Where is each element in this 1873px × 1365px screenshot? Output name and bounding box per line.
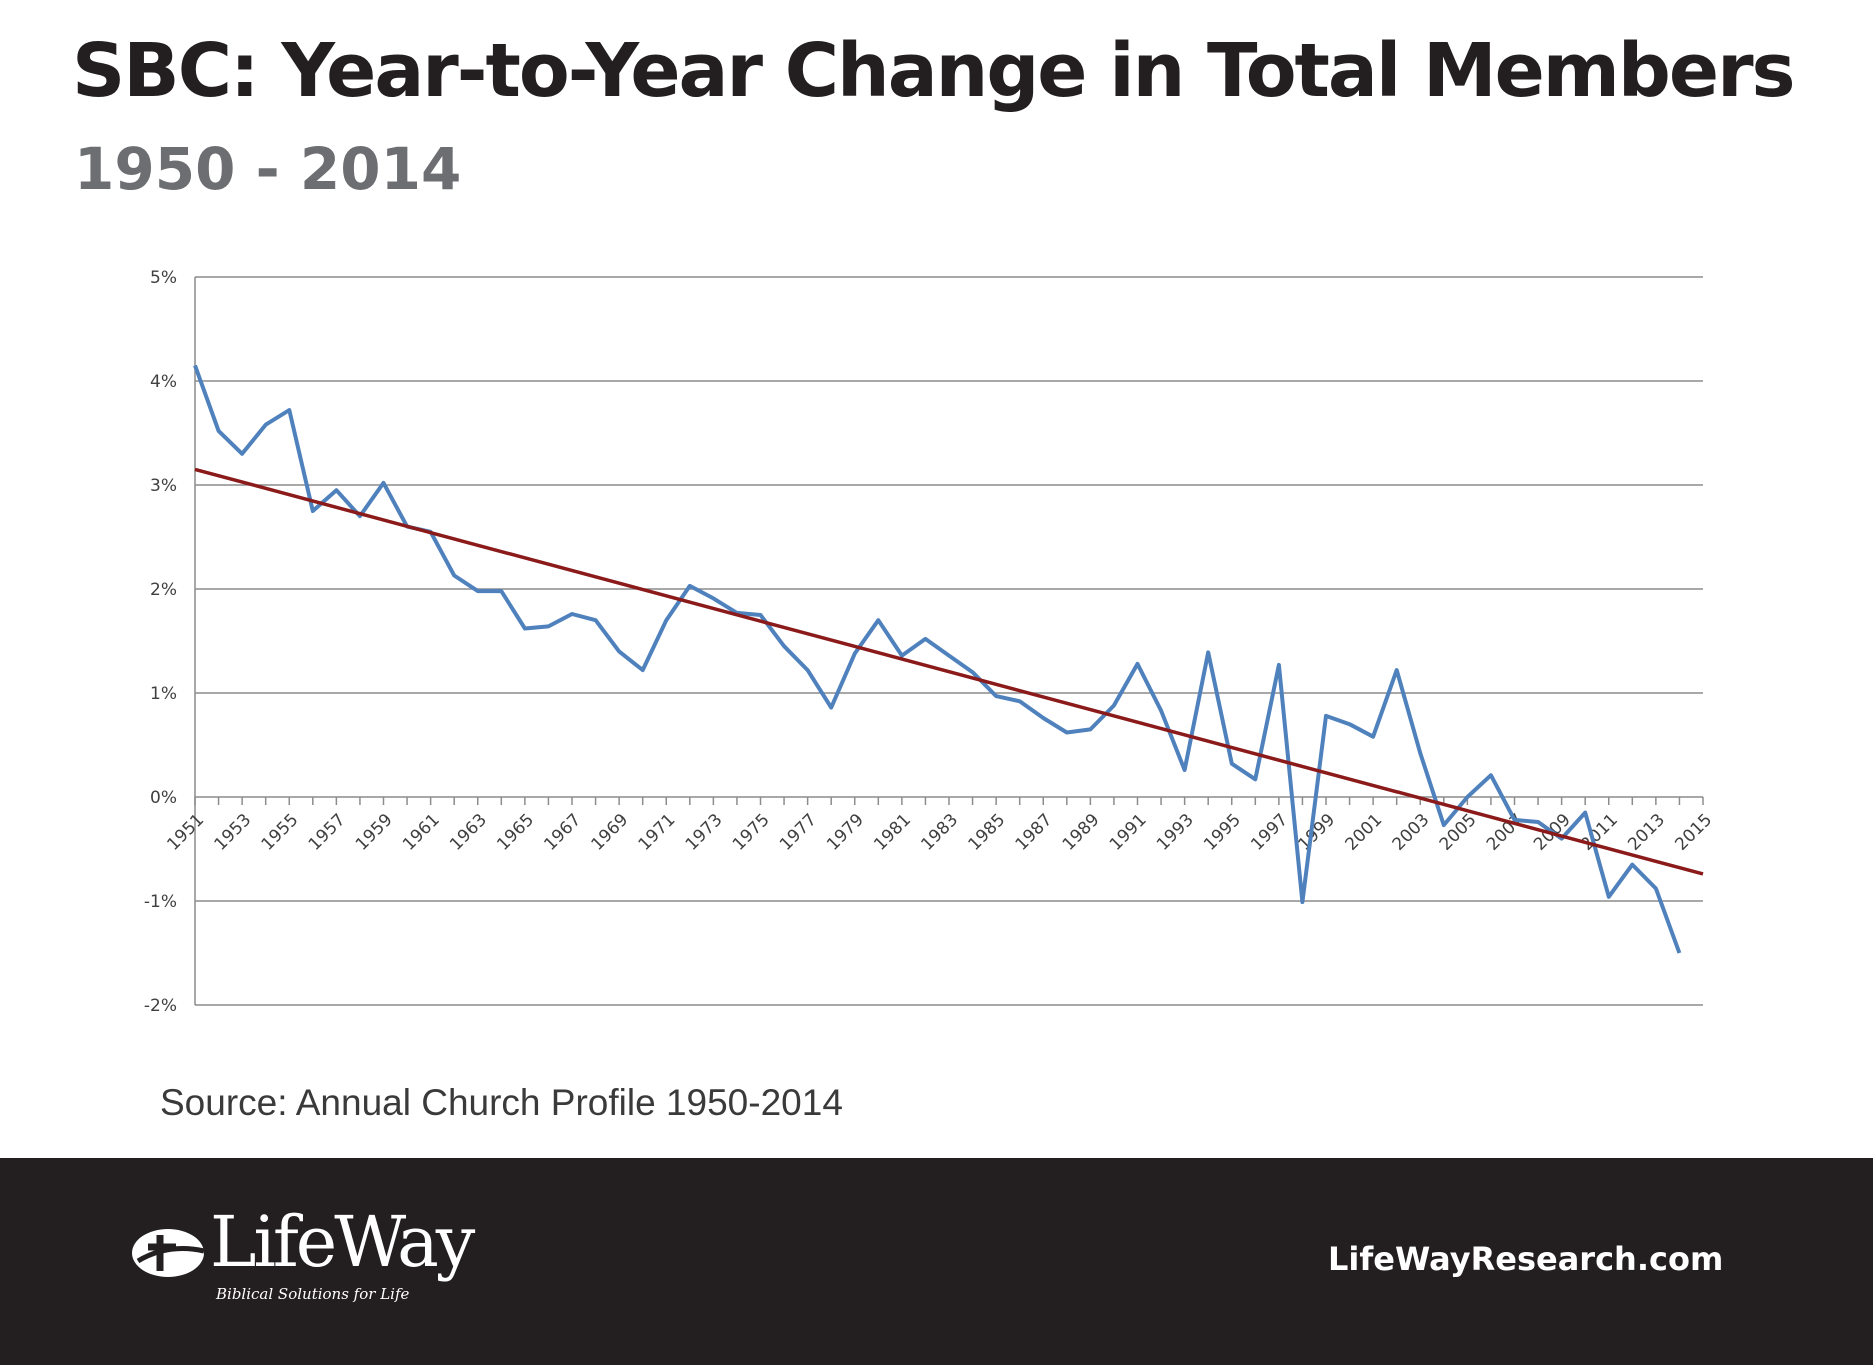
x-tick-label: 1985 <box>965 810 1010 855</box>
x-tick-label: 1995 <box>1200 810 1245 855</box>
plot-area <box>193 364 1704 954</box>
x-tick-label: 1977 <box>776 810 821 855</box>
y-tick-label: 4% <box>150 372 177 392</box>
grid-lines <box>195 276 1703 1006</box>
brand-name: LifeWay <box>210 1201 475 1283</box>
x-tick-label: 1959 <box>352 810 397 855</box>
line-chart: 5%4%3%2%1%0%-1%-2% 1951 1953 1955 1957 1959 1… <box>144 268 1716 1016</box>
x-tick-label: 2001 <box>1342 810 1387 855</box>
x-tick-label: 2003 <box>1389 810 1434 855</box>
footer-bar: LifeWay Biblical Solutions for Life Life… <box>0 1158 1873 1365</box>
chart-subtitle: 1950 - 2014 <box>74 135 462 203</box>
x-tick-label: 1953 <box>211 810 256 855</box>
x-tick-label: 1981 <box>870 810 915 855</box>
x-tick-label: 1967 <box>540 810 585 855</box>
y-tick-label: 0% <box>150 788 177 808</box>
source-note: Source: Annual Church Profile 1950-2014 <box>160 1082 843 1123</box>
x-tick-label: 1997 <box>1247 810 1292 855</box>
x-tick-label: 1983 <box>917 810 962 855</box>
x-tick-label: 1993 <box>1153 810 1198 855</box>
x-axis <box>194 277 1704 1005</box>
y-axis-labels: 5% 4% 3% 2% 1% 0% -1% -2% <box>144 268 177 1016</box>
x-tick-label: 1973 <box>682 810 727 855</box>
x-tick-label: 1955 <box>258 810 303 855</box>
x-tick-label: 1969 <box>588 810 633 855</box>
y-tick-label: -2% <box>144 996 177 1016</box>
x-tick-label: 1951 <box>163 810 208 855</box>
x-tick-label: 2015 <box>1671 810 1716 855</box>
x-tick-label: 1957 <box>305 810 350 855</box>
x-tick-label: 1975 <box>729 810 774 855</box>
y-tick-label: 5% <box>150 268 177 288</box>
x-tick-label: 2013 <box>1624 810 1669 855</box>
x-tick-label: 1971 <box>635 810 680 855</box>
brand-tagline: Biblical Solutions for Life <box>216 1285 410 1303</box>
y-tick-label: 1% <box>150 684 177 704</box>
x-tick-label: 1991 <box>1106 810 1151 855</box>
x-tick-label: 1979 <box>823 810 868 855</box>
chart-title: SBC: Year-to-Year Change in Total Member… <box>72 28 1796 114</box>
x-tick-label: 1963 <box>446 810 491 855</box>
series-line <box>193 364 1682 954</box>
lifeway-logo[interactable]: LifeWay Biblical Solutions for Life <box>130 1207 475 1303</box>
trendline <box>194 467 1704 876</box>
x-tick-label: 1999 <box>1294 810 1339 855</box>
y-tick-label: 2% <box>150 580 177 600</box>
x-tick-label: 1987 <box>1012 810 1057 855</box>
y-tick-label: -1% <box>144 892 177 912</box>
x-tick-label: 1961 <box>399 810 444 855</box>
lifeway-logo-icon <box>132 1229 205 1277</box>
y-tick-label: 3% <box>150 476 177 496</box>
x-tick-label: 1965 <box>493 810 538 855</box>
x-tick-label: 1989 <box>1059 810 1104 855</box>
website-link[interactable]: LifeWayResearch.com <box>1328 1240 1724 1278</box>
